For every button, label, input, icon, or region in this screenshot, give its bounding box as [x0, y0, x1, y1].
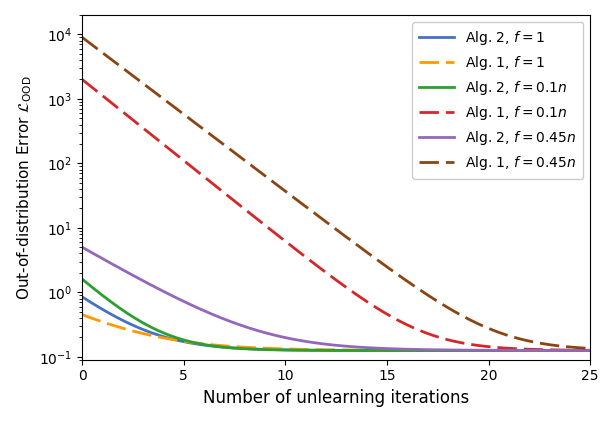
Line: Alg. 1, $f = 0.1n$: Alg. 1, $f = 0.1n$	[82, 79, 590, 350]
Alg. 2, $f = 1$	[586, 348, 594, 353]
Alg. 1, $f = 1$	[284, 346, 291, 352]
Alg. 2, $f = 0.45n$	[130, 273, 138, 279]
Alg. 1, $f = 1$	[475, 348, 482, 353]
Alg. 2, $f = 1$	[302, 348, 309, 353]
Legend: Alg. 2, $f = 1$, Alg. 1, $f = 1$, Alg. 2, $f = 0.1n$, Alg. 1, $f = 0.1n$, Alg. 2: Alg. 2, $f = 1$, Alg. 1, $f = 1$, Alg. 2…	[412, 22, 583, 179]
Alg. 1, $f = 0.1n$	[427, 332, 435, 337]
Alg. 2, $f = 0.1n$	[130, 315, 138, 320]
Alg. 2, $f = 0.45n$	[302, 339, 309, 344]
Alg. 2, $f = 1$	[475, 348, 482, 353]
Y-axis label: Out-of-distribution Error $\mathcal{L}_{\mathrm{OOD}}$: Out-of-distribution Error $\mathcal{L}_{…	[15, 75, 34, 300]
Alg. 2, $f = 0.1n$	[79, 276, 86, 281]
Alg. 1, $f = 0.1n$	[79, 77, 86, 82]
Alg. 1, $f = 1$	[586, 348, 594, 353]
Alg. 2, $f = 0.1n$	[586, 348, 594, 353]
Alg. 2, $f = 1$	[130, 323, 138, 328]
Alg. 2, $f = 0.45n$	[427, 347, 435, 352]
Alg. 2, $f = 0.1n$	[475, 348, 482, 353]
Line: Alg. 1, $f = 0.45n$: Alg. 1, $f = 0.45n$	[82, 38, 590, 349]
Alg. 1, $f = 0.1n$	[586, 348, 594, 353]
Alg. 1, $f = 0.45n$	[427, 295, 435, 300]
X-axis label: Number of unlearning iterations: Number of unlearning iterations	[203, 389, 469, 407]
Alg. 2, $f = 1$	[427, 348, 435, 353]
Alg. 2, $f = 0.45n$	[475, 348, 482, 353]
Line: Alg. 2, $f = 1$: Alg. 2, $f = 1$	[82, 297, 590, 351]
Alg. 2, $f = 0.1n$	[427, 348, 435, 353]
Line: Alg. 1, $f = 1$: Alg. 1, $f = 1$	[82, 315, 590, 351]
Alg. 1, $f = 0.45n$	[284, 190, 291, 195]
Alg. 1, $f = 0.1n$	[130, 119, 138, 124]
Alg. 1, $f = 1$	[427, 348, 435, 353]
Alg. 2, $f = 0.45n$	[284, 335, 291, 341]
Alg. 2, $f = 0.1n$	[284, 348, 291, 353]
Alg. 1, $f = 1$	[484, 348, 491, 353]
Alg. 1, $f = 0.1n$	[302, 255, 309, 260]
Alg. 1, $f = 0.45n$	[484, 325, 491, 330]
Alg. 1, $f = 1$	[79, 312, 86, 317]
Alg. 1, $f = 0.45n$	[475, 322, 482, 327]
Alg. 2, $f = 0.45n$	[79, 245, 86, 250]
Alg. 2, $f = 1$	[284, 347, 291, 352]
Alg. 1, $f = 0.45n$	[130, 74, 138, 79]
Line: Alg. 2, $f = 0.45n$: Alg. 2, $f = 0.45n$	[82, 247, 590, 351]
Alg. 1, $f = 0.1n$	[484, 344, 491, 349]
Alg. 1, $f = 1$	[130, 329, 138, 334]
Alg. 1, $f = 0.45n$	[79, 35, 86, 40]
Alg. 2, $f = 1$	[79, 294, 86, 299]
Alg. 2, $f = 0.45n$	[586, 348, 594, 353]
Line: Alg. 2, $f = 0.1n$: Alg. 2, $f = 0.1n$	[82, 279, 590, 351]
Alg. 2, $f = 0.1n$	[484, 348, 491, 353]
Alg. 1, $f = 0.45n$	[586, 346, 594, 351]
Alg. 2, $f = 0.1n$	[302, 348, 309, 353]
Alg. 1, $f = 0.1n$	[284, 241, 291, 246]
Alg. 1, $f = 1$	[302, 347, 309, 352]
Alg. 2, $f = 0.45n$	[484, 348, 491, 353]
Alg. 1, $f = 0.45n$	[302, 204, 309, 209]
Alg. 1, $f = 0.1n$	[475, 343, 482, 348]
Alg. 2, $f = 1$	[484, 348, 491, 353]
